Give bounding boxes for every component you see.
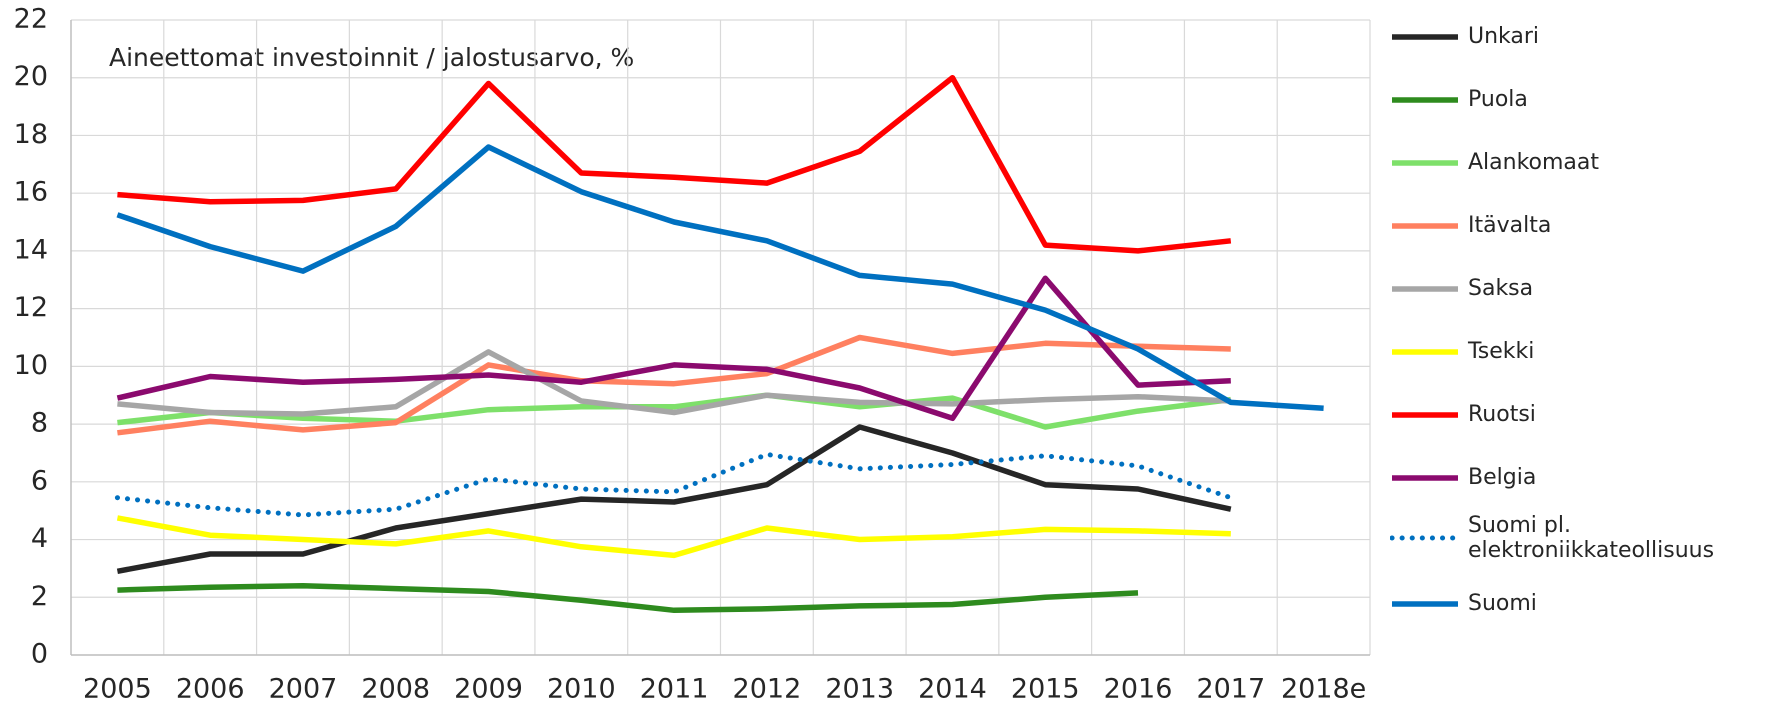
series-line bbox=[116, 144, 1324, 411]
y-tick-label: 10 bbox=[14, 350, 48, 381]
legend-swatch bbox=[1392, 34, 1458, 40]
series-line bbox=[116, 424, 1232, 575]
legend-entry: Belgia bbox=[1390, 464, 1765, 492]
y-tick-label: 20 bbox=[14, 61, 48, 92]
x-tick-label: 2011 bbox=[640, 674, 709, 705]
legend-entry: Saksa bbox=[1390, 275, 1765, 303]
x-tick-label: 2006 bbox=[176, 674, 245, 705]
legend-label: Unkari bbox=[1468, 24, 1540, 50]
x-tick-label: 2015 bbox=[1011, 674, 1080, 705]
x-tick-label: 2012 bbox=[733, 674, 802, 705]
legend-label: Alankomaat bbox=[1468, 150, 1600, 176]
legend-entry: Suomi bbox=[1390, 590, 1765, 618]
x-tick-label: 2007 bbox=[269, 674, 338, 705]
y-tick-label: 12 bbox=[14, 292, 48, 323]
series-line bbox=[117, 74, 1232, 254]
legend-swatch bbox=[1392, 97, 1458, 103]
y-tick-label: 0 bbox=[31, 639, 48, 670]
legend-swatch bbox=[1390, 535, 1461, 541]
series-line bbox=[117, 349, 1231, 417]
legend-label: Belgia bbox=[1468, 465, 1537, 491]
series-line bbox=[116, 275, 1231, 422]
legend-swatch bbox=[1392, 160, 1458, 166]
legend-label: Puola bbox=[1468, 87, 1528, 113]
series-line bbox=[117, 582, 1139, 614]
grid bbox=[71, 19, 1371, 656]
x-tick-label: 2008 bbox=[361, 674, 430, 705]
x-tick-label: 2014 bbox=[918, 674, 987, 705]
legend-label: Saksa bbox=[1468, 276, 1534, 302]
y-tick-label: 18 bbox=[14, 119, 48, 150]
legend-label: Tsekki bbox=[1468, 339, 1535, 365]
legend-entry: Ruotsi bbox=[1390, 401, 1765, 429]
y-tick-label: 4 bbox=[31, 523, 48, 554]
legend-label: Itävalta bbox=[1468, 213, 1552, 239]
y-tick-label: 6 bbox=[31, 465, 48, 496]
legend-label: Suomi bbox=[1468, 591, 1537, 617]
legend-label: Suomi pl. elektroniikkateollisuus bbox=[1468, 513, 1715, 564]
series-line bbox=[116, 515, 1231, 559]
legend-swatch bbox=[1392, 223, 1458, 229]
series-line bbox=[117, 334, 1231, 436]
x-tick-label: 2018e bbox=[1281, 674, 1366, 705]
x-tick-label: 2016 bbox=[1104, 674, 1173, 705]
legend-swatch bbox=[1392, 286, 1458, 292]
legend-entry: Itävalta bbox=[1390, 212, 1765, 240]
legend-swatch bbox=[1392, 412, 1458, 418]
legend-swatch bbox=[1392, 601, 1458, 607]
series-line bbox=[114, 451, 1234, 518]
legend-entry: Alankomaat bbox=[1390, 149, 1765, 177]
legend-entry: Puola bbox=[1390, 86, 1765, 114]
x-tick-label: 2013 bbox=[825, 674, 894, 705]
y-tick-label: 14 bbox=[14, 234, 48, 265]
legend-label: Ruotsi bbox=[1468, 402, 1536, 428]
legend-swatch bbox=[1392, 349, 1458, 355]
y-tick-label: 16 bbox=[14, 177, 48, 208]
y-tick-label: 8 bbox=[31, 408, 48, 439]
legend-entry: Suomi pl. elektroniikkateollisuus bbox=[1390, 513, 1765, 564]
y-tick-label: 22 bbox=[14, 4, 48, 35]
x-tick-label: 2017 bbox=[1196, 674, 1265, 705]
y-tick-label: 2 bbox=[31, 581, 48, 612]
chart-title: Aineettomat investoinnit / jalostusarvo,… bbox=[109, 43, 634, 72]
x-tick-label: 2005 bbox=[83, 674, 152, 705]
legend-entry: Unkari bbox=[1390, 23, 1765, 51]
legend-swatch bbox=[1392, 475, 1458, 481]
series-line bbox=[117, 392, 1232, 430]
x-tick-label: 2009 bbox=[454, 674, 523, 705]
legend-entry: Tsekki bbox=[1390, 338, 1765, 366]
x-tick-label: 2010 bbox=[547, 674, 616, 705]
